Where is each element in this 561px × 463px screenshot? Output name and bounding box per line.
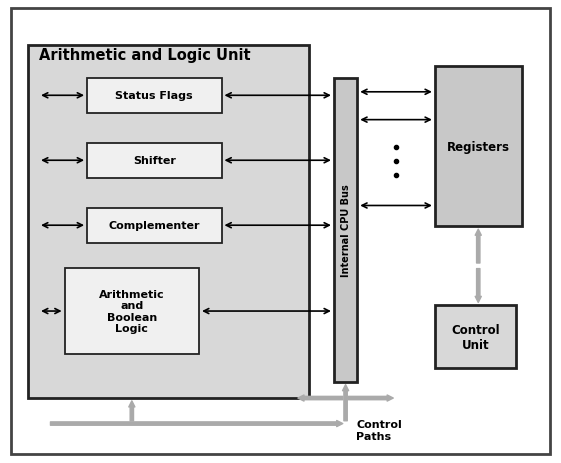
FancyArrowPatch shape	[475, 269, 481, 303]
Text: Shifter: Shifter	[133, 156, 176, 166]
Bar	[28, 46, 309, 398]
Bar	[435, 67, 522, 227]
FancyArrowPatch shape	[348, 395, 393, 401]
Text: Arithmetic
and
Boolean
Logic: Arithmetic and Boolean Logic	[99, 289, 164, 334]
Bar	[435, 306, 516, 368]
Bar	[87, 208, 222, 243]
Text: Arithmetic and Logic Unit: Arithmetic and Logic Unit	[39, 48, 251, 63]
Bar	[87, 79, 222, 113]
Text: Control
Paths: Control Paths	[356, 419, 402, 441]
Text: Complementer: Complementer	[108, 221, 200, 231]
Text: Internal CPU Bus: Internal CPU Bus	[341, 184, 351, 276]
FancyArrowPatch shape	[50, 420, 343, 427]
Bar	[65, 269, 199, 354]
FancyArrowPatch shape	[475, 230, 481, 263]
FancyArrowPatch shape	[298, 395, 343, 401]
FancyArrowPatch shape	[343, 385, 348, 421]
FancyArrowPatch shape	[129, 401, 135, 421]
Text: Control
Unit: Control Unit	[451, 323, 500, 351]
Text: Registers: Registers	[447, 140, 510, 154]
Text: Status Flags: Status Flags	[116, 91, 193, 101]
Bar	[87, 144, 222, 178]
Bar	[334, 79, 357, 382]
